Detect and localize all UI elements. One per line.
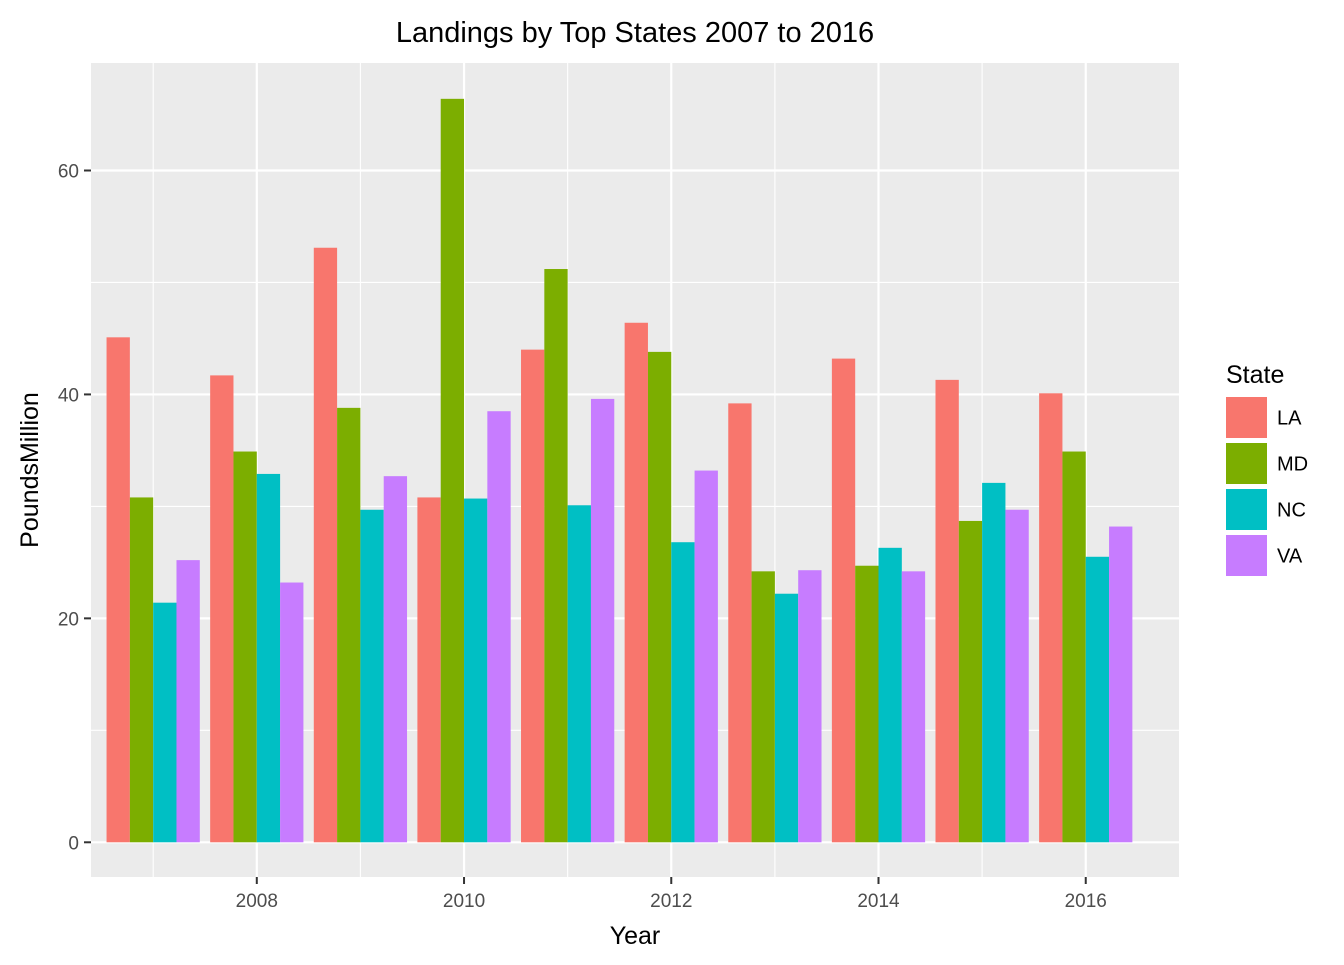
x-tick-label: 2010 xyxy=(443,891,485,912)
y-tick-label: 40 xyxy=(58,385,79,406)
legend-key-nc xyxy=(1226,489,1267,530)
x-tick-label: 2012 xyxy=(650,891,692,912)
y-tick-label: 20 xyxy=(58,609,79,630)
legend-key-la xyxy=(1226,397,1267,438)
bar-md-2011 xyxy=(544,269,568,843)
bar-va-2013 xyxy=(798,570,822,843)
bar-va-2010 xyxy=(487,411,511,843)
bar-nc-2015 xyxy=(982,482,1006,843)
legend-label-la: LA xyxy=(1277,408,1302,430)
bar-md-2009 xyxy=(337,407,361,843)
bar-va-2007 xyxy=(176,560,200,843)
bar-md-2007 xyxy=(129,497,154,843)
x-axis: 2008 2010 2012 2014 2016 xyxy=(236,877,1107,912)
bar-md-2015 xyxy=(958,520,983,843)
bar-la-2012 xyxy=(624,322,648,843)
bar-nc-2008 xyxy=(256,473,281,843)
bar-md-2012 xyxy=(647,351,672,843)
bar-md-2010 xyxy=(440,98,465,843)
legend-key-md xyxy=(1226,443,1267,484)
bar-la-2010 xyxy=(417,497,441,843)
bar-va-2012 xyxy=(694,470,718,843)
bar-va-2015 xyxy=(1005,509,1029,843)
bar-va-2009 xyxy=(383,476,408,843)
bar-nc-2007 xyxy=(153,602,177,843)
bar-va-2011 xyxy=(590,398,615,843)
y-axis: 0 20 40 60 xyxy=(58,161,91,854)
bar-la-2007 xyxy=(106,337,130,843)
legend-label-nc: NC xyxy=(1277,500,1306,522)
bar-va-2008 xyxy=(280,582,304,843)
bar-la-2016 xyxy=(1039,393,1063,843)
y-tick-label: 0 xyxy=(68,833,79,854)
bar-la-2011 xyxy=(521,349,545,843)
bar-nc-2014 xyxy=(878,547,902,843)
bar-la-2015 xyxy=(935,379,959,843)
legend-label-md: MD xyxy=(1277,454,1308,476)
bar-la-2013 xyxy=(728,403,752,843)
bar-la-2014 xyxy=(831,358,856,843)
bar-md-2016 xyxy=(1062,451,1086,843)
x-tick-label: 2014 xyxy=(857,891,900,912)
bar-la-2009 xyxy=(313,247,338,843)
bar-nc-2012 xyxy=(671,542,695,843)
bar-nc-2016 xyxy=(1085,556,1110,843)
bar-nc-2010 xyxy=(464,498,488,843)
x-tick-label: 2016 xyxy=(1065,891,1107,912)
y-axis-label: PoundsMillion xyxy=(16,392,44,548)
bar-md-2014 xyxy=(855,565,879,843)
bar-md-2008 xyxy=(233,451,257,843)
x-tick-label: 2008 xyxy=(236,891,278,912)
legend-key-va xyxy=(1226,535,1267,576)
bar-nc-2013 xyxy=(774,593,799,843)
bar-va-2016 xyxy=(1109,526,1133,843)
bar-nc-2011 xyxy=(567,505,591,843)
legend-title: State xyxy=(1226,361,1284,389)
chart-title: Landings by Top States 2007 to 2016 xyxy=(396,17,874,49)
x-axis-label: Year xyxy=(610,922,661,950)
bar-md-2013 xyxy=(751,571,775,843)
bar-la-2008 xyxy=(210,375,234,843)
bar-nc-2009 xyxy=(360,509,384,843)
bar-va-2014 xyxy=(901,571,926,843)
legend: State LA MD NC VA xyxy=(1226,361,1308,576)
legend-label-va: VA xyxy=(1277,546,1303,568)
y-tick-label: 60 xyxy=(58,161,79,182)
bars xyxy=(106,98,1133,843)
